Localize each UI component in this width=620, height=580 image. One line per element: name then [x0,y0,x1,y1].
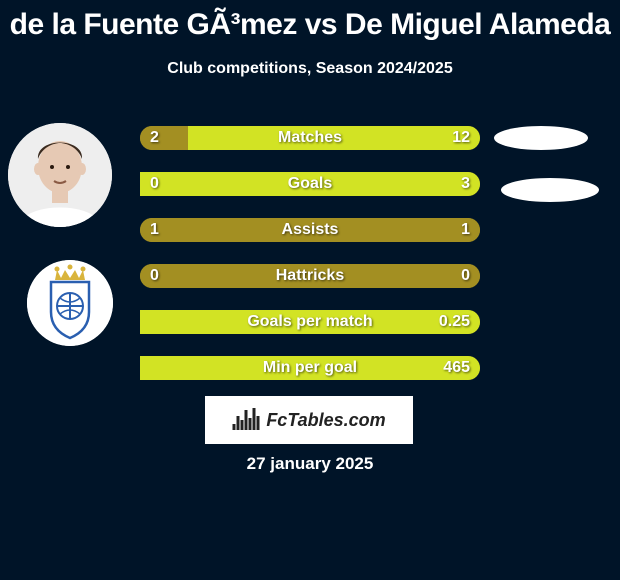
bars-icon [232,406,260,434]
comparison-infographic: de la Fuente GÃ³mez vs De Miguel Alameda… [0,0,620,580]
player2-avatar [494,126,588,150]
stat-row: 03Goals [140,172,480,196]
stat-row: 465Min per goal [140,356,480,380]
brand-box: FcTables.com [205,396,413,444]
club-crest-svg [27,260,113,346]
stat-label: Assists [140,218,480,242]
player2-club-crest [501,178,599,202]
stat-row: 0.25Goals per match [140,310,480,334]
player1-avatar-svg [8,123,112,227]
stat-row: 212Matches [140,126,480,150]
date-text: 27 january 2025 [0,454,620,474]
stat-label: Min per goal [140,356,480,380]
stat-label: Hattricks [140,264,480,288]
stat-bars: 212Matches 03Goals 11Assists 00Hattricks 0.2… [140,126,480,402]
player1-avatar [8,123,112,227]
page-title: de la Fuente GÃ³mez vs De Miguel Alameda [0,0,620,42]
stat-label: Goals [140,172,480,196]
stat-row: 11Assists [140,218,480,242]
stat-label: Matches [140,126,480,150]
subtitle: Club competitions, Season 2024/2025 [0,60,620,78]
stat-label: Goals per match [140,310,480,334]
brand-text: FcTables.com [266,410,385,431]
stat-row: 00Hattricks [140,264,480,288]
player1-club-crest [27,260,113,346]
